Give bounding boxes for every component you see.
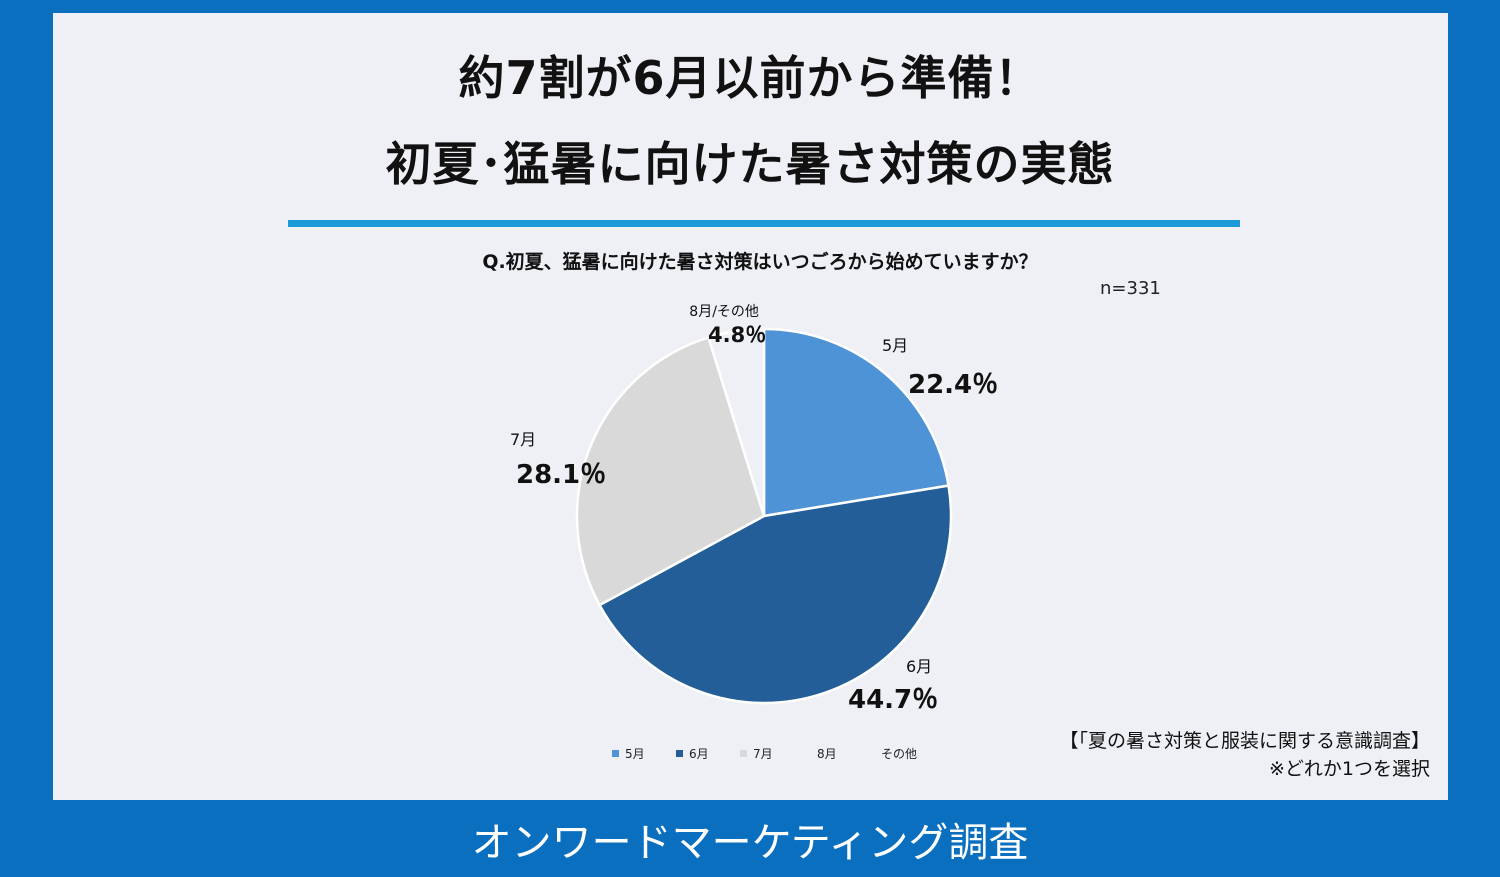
- legend-swatch-june: [676, 750, 683, 757]
- pie-slice-other: [706, 327, 766, 517]
- slice-pct-other: 4.8％: [708, 323, 767, 347]
- legend-swatch-may: [612, 750, 619, 757]
- legend-item-june: 6月: [676, 745, 709, 762]
- legend-label-august: 8月: [817, 747, 837, 761]
- pie-slice-june: [597, 484, 953, 705]
- legend-label-july: 7月: [753, 747, 773, 761]
- legend-swatch-july: [740, 750, 747, 757]
- slice-label-may: 5月 22.4％: [882, 332, 998, 401]
- headline-line-2: 初夏･猛暑に向けた暑さ対策の実態: [385, 137, 1115, 191]
- legend-swatch-august: [804, 750, 811, 757]
- title-divider: [288, 220, 1240, 227]
- headline-line-1: 約7割が6月以前から準備！: [458, 51, 1042, 105]
- source-title: 【「夏の暑さ対策と服装に関する意識調査】: [1059, 730, 1430, 752]
- legend-item-may: 5月: [612, 745, 645, 762]
- slice-name-may: 5月: [882, 336, 909, 355]
- slice-pct-may: 22.4％: [908, 370, 999, 400]
- footer-credit: オンワードマーケティング調査: [471, 820, 1029, 866]
- slice-label-other: 8月/その他 4.8％: [682, 301, 766, 349]
- slice-name-other: 8月/その他: [689, 304, 759, 320]
- chart-legend: 5月 6月 7月 8月 その他: [0, 745, 1500, 765]
- legend-label-june: 6月: [689, 747, 709, 761]
- legend-label-other: その他: [881, 747, 918, 761]
- legend-swatch-other: [868, 750, 875, 757]
- pie-slice-may: [762, 327, 950, 518]
- survey-source: 【「夏の暑さ対策と服装に関する意識調査】 ※どれか1つを選択: [1059, 727, 1430, 783]
- slice-name-july: 7月: [510, 430, 537, 449]
- slice-name-june: 6月: [906, 657, 933, 676]
- slice-pct-july: 28.1％: [516, 460, 607, 490]
- pie-slice-july: [575, 335, 766, 607]
- slice-pct-june: 44.7％: [848, 685, 939, 715]
- slice-label-july: 7月 28.1％: [510, 426, 606, 491]
- source-note: ※どれか1つを選択: [1268, 758, 1430, 780]
- legend-item-other: その他: [868, 745, 917, 762]
- legend-item-august: 8月: [804, 745, 837, 762]
- legend-label-may: 5月: [625, 747, 645, 761]
- survey-question: Q.初夏、猛暑に向けた暑さ対策はいつごろから始めていますか？: [482, 251, 1038, 273]
- legend-item-july: 7月: [740, 745, 773, 762]
- slice-label-june: 6月 44.7％: [848, 653, 938, 716]
- sample-size: n=331: [1100, 278, 1161, 299]
